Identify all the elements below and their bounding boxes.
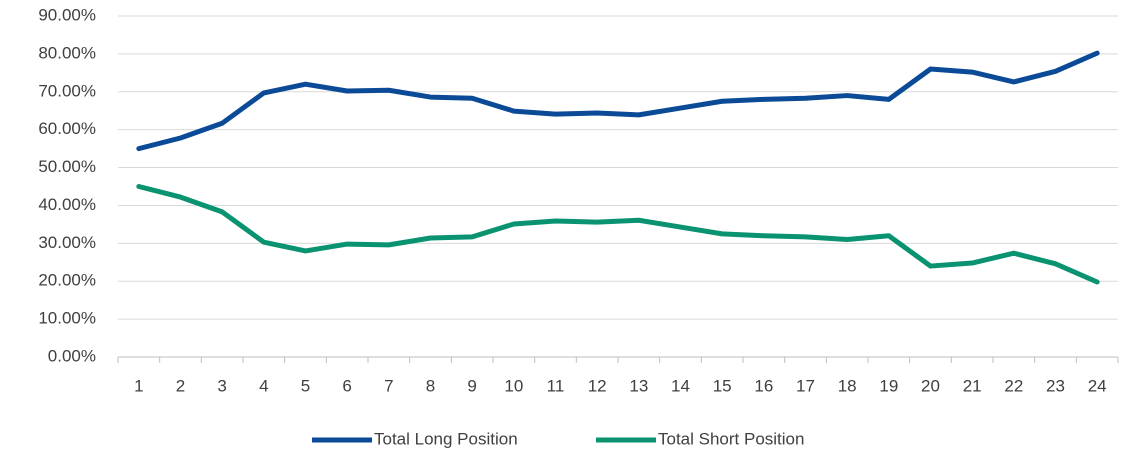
x-tick-label: 4: [259, 376, 268, 395]
x-tick-label: 8: [426, 376, 435, 395]
x-tick-label: 23: [1046, 376, 1065, 395]
x-tick-label: 16: [754, 376, 773, 395]
x-tick-label: 14: [671, 376, 690, 395]
x-tick-label: 3: [217, 376, 226, 395]
y-tick-label: 0.00%: [48, 346, 96, 365]
legend-label: Total Long Position: [374, 429, 518, 448]
x-tick-label: 12: [588, 376, 607, 395]
x-tick-label: 2: [176, 376, 185, 395]
x-tick-label: 17: [796, 376, 815, 395]
line: [136, 184, 1100, 285]
y-tick-label: 10.00%: [38, 309, 96, 328]
y-tick-label: 50.00%: [38, 157, 96, 176]
x-tick-label: 24: [1088, 376, 1107, 395]
line: [136, 50, 1100, 152]
x-tick-label: 13: [629, 376, 648, 395]
y-tick-label: 30.00%: [38, 233, 96, 252]
x-tick-label: 19: [879, 376, 898, 395]
x-tick-label: 10: [504, 376, 523, 395]
x-tick-label: 11: [547, 376, 565, 395]
x-tick-label: 15: [713, 376, 732, 395]
legend-label: Total Short Position: [658, 429, 804, 448]
x-tick-label: 20: [921, 376, 940, 395]
x-tick-label: 9: [467, 376, 476, 395]
x-tick-label: 1: [134, 376, 143, 395]
y-tick-label: 20.00%: [38, 271, 96, 290]
y-tick-label: 40.00%: [38, 195, 96, 214]
x-tick-label: 22: [1004, 376, 1023, 395]
x-tick-label: 7: [384, 376, 393, 395]
x-tick-label: 6: [342, 376, 351, 395]
x-tick-label: 21: [963, 376, 982, 395]
x-tick-label: 18: [838, 376, 857, 395]
y-tick-label: 80.00%: [38, 43, 96, 62]
x-tick-label: 5: [301, 376, 310, 395]
y-tick-label: 90.00%: [38, 5, 96, 24]
y-tick-label: 70.00%: [38, 81, 96, 100]
y-tick-label: 60.00%: [38, 119, 96, 138]
